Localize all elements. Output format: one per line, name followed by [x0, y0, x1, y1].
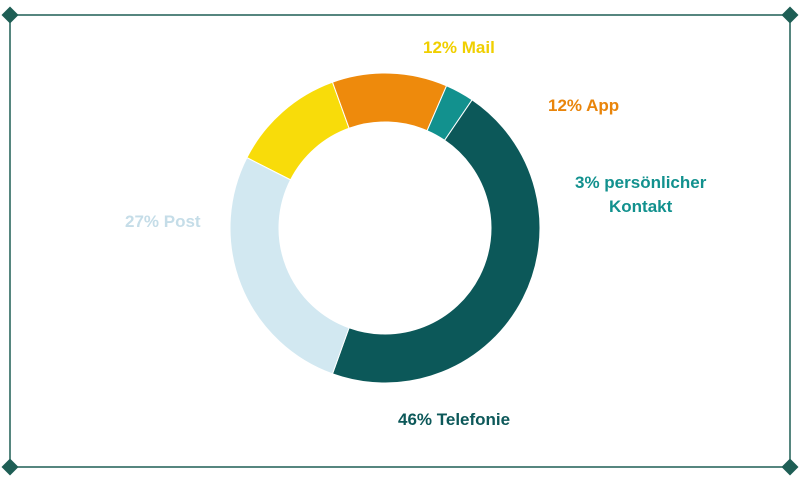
- label-post: 27% Post: [125, 210, 201, 234]
- label-telefonie-text: 46% Telefonie: [398, 410, 511, 429]
- label-kontakt-line2: Kontakt: [609, 197, 673, 216]
- donut-chart: [229, 72, 541, 384]
- label-mail-text: 12% Mail: [423, 38, 495, 57]
- frame-corner-top-right: [781, 6, 799, 24]
- label-app: 12% App: [548, 94, 619, 118]
- label-app-text: 12% App: [548, 96, 620, 115]
- frame-corner-bottom-left: [1, 458, 19, 476]
- label-post-text: 27% Post: [125, 212, 201, 231]
- slice-app: [331, 72, 448, 132]
- frame-corner-bottom-right: [781, 458, 799, 476]
- frame: [1, 6, 799, 476]
- label-kontakt-line1: 3% persönlicher: [575, 173, 707, 192]
- slice-telefonie: [331, 99, 541, 384]
- label-telefonie: 46% Telefonie: [398, 408, 510, 432]
- label-mail: 12% Mail: [423, 36, 495, 60]
- frame-corner-top-left: [1, 6, 19, 24]
- slice-post: [229, 156, 350, 375]
- label-persoenlicher-kontakt: 3% persönlicher Kontakt: [575, 171, 706, 219]
